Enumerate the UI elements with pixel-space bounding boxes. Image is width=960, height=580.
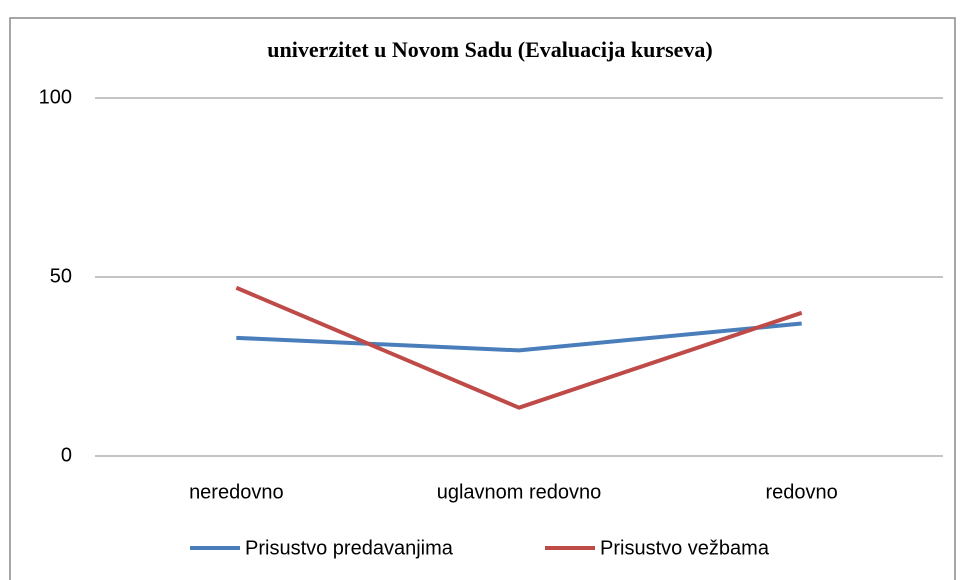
legend-label: Prisustvo predavanjima [245,537,454,559]
series-line [235,285,803,410]
x-tick-label: redovno [766,481,838,503]
y-tick-label: 50 [50,265,72,287]
chart-title: univerzitet u Novom Sadu (Evaluacija kur… [267,37,713,62]
legend-label: Prisustvo vežbama [600,537,770,559]
x-tick-label: neredovno [189,481,284,503]
y-tick-label: 0 [61,444,72,466]
chart-border [9,17,956,580]
y-tick-label: 100 [39,86,72,108]
x-tick-label: uglavnom redovno [437,481,602,503]
series-line [236,321,802,353]
